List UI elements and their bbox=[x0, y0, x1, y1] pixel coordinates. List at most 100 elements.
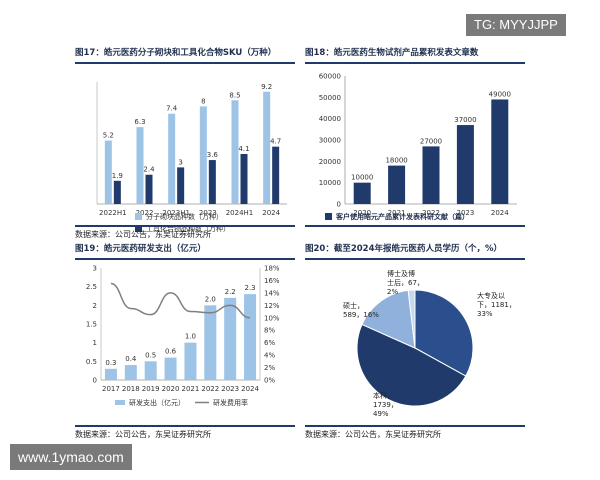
pie-slice bbox=[407, 289, 416, 349]
title-rule bbox=[305, 258, 525, 260]
data-label: 6.3 bbox=[134, 118, 145, 126]
y-tick-label: 60000 bbox=[319, 73, 341, 81]
bar bbox=[113, 180, 121, 204]
bar bbox=[272, 146, 280, 204]
bar bbox=[104, 368, 117, 380]
data-label: 3 bbox=[178, 158, 182, 166]
y-tick-label: 1.5 bbox=[86, 321, 97, 329]
bar bbox=[168, 113, 176, 204]
data-label: 49000 bbox=[489, 90, 511, 98]
tick-label: 2024H1 bbox=[226, 209, 254, 217]
chart-articles: 0 10000 20000 30000 40000 50000 60000 10000 2020… bbox=[319, 73, 517, 221]
tick-label: 2022 bbox=[136, 209, 154, 217]
legend-swatch bbox=[135, 225, 142, 232]
bar bbox=[104, 140, 112, 204]
tick-label: 2020 bbox=[162, 385, 180, 393]
tick-label: 2021 bbox=[388, 209, 406, 217]
tick-label: 2024 bbox=[491, 209, 509, 217]
pie-slice bbox=[356, 323, 467, 407]
legend-label: 研发费用率 bbox=[213, 398, 248, 407]
chart-title: 图18：皓元医药生物试剂产品累积发表文章数 bbox=[305, 48, 479, 58]
y-tick-label: 40000 bbox=[319, 115, 341, 123]
data-label: 7.4 bbox=[166, 105, 178, 113]
y-tick-label: 2 bbox=[93, 302, 97, 310]
y2-tick-label: 14% bbox=[264, 289, 280, 297]
tick-label: 2022H1 bbox=[99, 209, 127, 217]
y-tick-label: 0 bbox=[93, 377, 97, 385]
chart-title: 图20：截至2024年报皓元医药人员学历（个，%） bbox=[305, 244, 503, 254]
tick-label: 2019 bbox=[142, 385, 160, 393]
source-rule bbox=[305, 425, 525, 427]
bar bbox=[224, 297, 237, 380]
chart-title: 图19：皓元医药研发支出（亿元） bbox=[75, 244, 206, 254]
y-tick-label: 30000 bbox=[319, 137, 341, 145]
data-label: 2.0 bbox=[205, 295, 216, 303]
bar bbox=[124, 365, 137, 380]
legend-swatch bbox=[115, 400, 125, 405]
legend-label: 研发支出（亿元） bbox=[129, 398, 185, 407]
y-tick-label: 0.5 bbox=[86, 358, 97, 366]
data-label: 8 bbox=[201, 97, 205, 105]
tick-label: 2024 bbox=[262, 209, 280, 217]
tick-label: 2022 bbox=[201, 385, 219, 393]
bar bbox=[456, 125, 474, 204]
data-label: 2.4 bbox=[143, 166, 155, 174]
legend-label: 工具化合物品种数（万种） bbox=[146, 224, 230, 233]
bar bbox=[184, 342, 197, 380]
data-label: 27000 bbox=[420, 137, 442, 145]
tick-label: 2021 bbox=[182, 385, 200, 393]
series-line bbox=[110, 282, 251, 319]
bar bbox=[240, 153, 248, 204]
bar bbox=[388, 165, 406, 204]
bar bbox=[491, 99, 509, 204]
title-rule bbox=[75, 62, 295, 64]
y-tick-label: 10000 bbox=[319, 179, 341, 187]
chart-rnd: 0 0.5 1 1.5 2 2.5 3 0% 2% 4% 6% 8% 10% 12% 14% 16% 18% 0.… bbox=[86, 265, 280, 408]
bar bbox=[263, 91, 271, 204]
bar bbox=[204, 305, 217, 380]
bar bbox=[136, 127, 144, 204]
data-label: 0.4 bbox=[125, 355, 137, 363]
y2-tick-label: 8% bbox=[264, 327, 275, 335]
tick-label: 2022 bbox=[422, 209, 440, 217]
pie-slice bbox=[414, 289, 474, 377]
tick-label: 2023 bbox=[221, 385, 239, 393]
data-label: 0.3 bbox=[105, 359, 116, 367]
watermark-top: TG: MYYJJPP bbox=[466, 14, 566, 36]
bar bbox=[244, 294, 257, 380]
data-label: 0.5 bbox=[145, 351, 156, 359]
tick-label: 2018 bbox=[122, 385, 140, 393]
tick-label: 2023 bbox=[456, 209, 474, 217]
y-tick-label: 1 bbox=[93, 339, 97, 347]
y-tick-label: 0 bbox=[337, 201, 341, 209]
slice-label: 大专及以下，1181， 33% bbox=[477, 291, 516, 318]
legend-swatch bbox=[135, 213, 142, 220]
y-tick-label: 20000 bbox=[319, 158, 341, 166]
chart-education: 大专及以下，1181， 33% 本科， 1739， 49% 硕士， 589，16% 博士及博士… bbox=[343, 269, 516, 418]
y2-tick-label: 18% bbox=[264, 265, 280, 273]
bar bbox=[145, 174, 153, 204]
data-label: 18000 bbox=[385, 157, 407, 165]
data-label: 1.0 bbox=[185, 333, 196, 341]
bar bbox=[208, 160, 216, 204]
y2-tick-label: 6% bbox=[264, 339, 275, 347]
slice-label: 本科， 1739， 49% bbox=[373, 391, 398, 418]
bar bbox=[422, 146, 440, 204]
y2-tick-label: 4% bbox=[264, 352, 275, 360]
bar bbox=[177, 167, 185, 204]
y2-tick-label: 2% bbox=[264, 364, 275, 372]
panel-fig18: 图18：皓元医药生物试剂产品累积发表文章数 0 10000 20000 30000 40… bbox=[305, 44, 525, 244]
panel-fig17: 图17：皓元医药分子砌块和工具化合物SKU（万种） 5.2 1.9 2022H1 6.… bbox=[75, 44, 295, 244]
legend-label: 分子砌块品种数（万种） bbox=[146, 212, 223, 221]
legend-swatch bbox=[325, 213, 332, 220]
bar bbox=[199, 106, 207, 204]
panel-fig19: 图19：皓元医药研发支出（亿元） 0 0.5 1 1.5 2 2.5 3 0% 2% 4% 6% 8%… bbox=[75, 240, 295, 430]
tick-label: 2023H1 bbox=[162, 209, 190, 217]
y2-tick-label: 16% bbox=[264, 277, 280, 285]
data-label: 4.1 bbox=[238, 145, 249, 153]
data-label: 3.6 bbox=[207, 151, 219, 159]
watermark-bottom: www.1ymao.com bbox=[10, 444, 132, 470]
tick-label: 2020 bbox=[353, 209, 371, 217]
data-label: 2.3 bbox=[244, 284, 255, 292]
pie-slice bbox=[361, 289, 416, 349]
